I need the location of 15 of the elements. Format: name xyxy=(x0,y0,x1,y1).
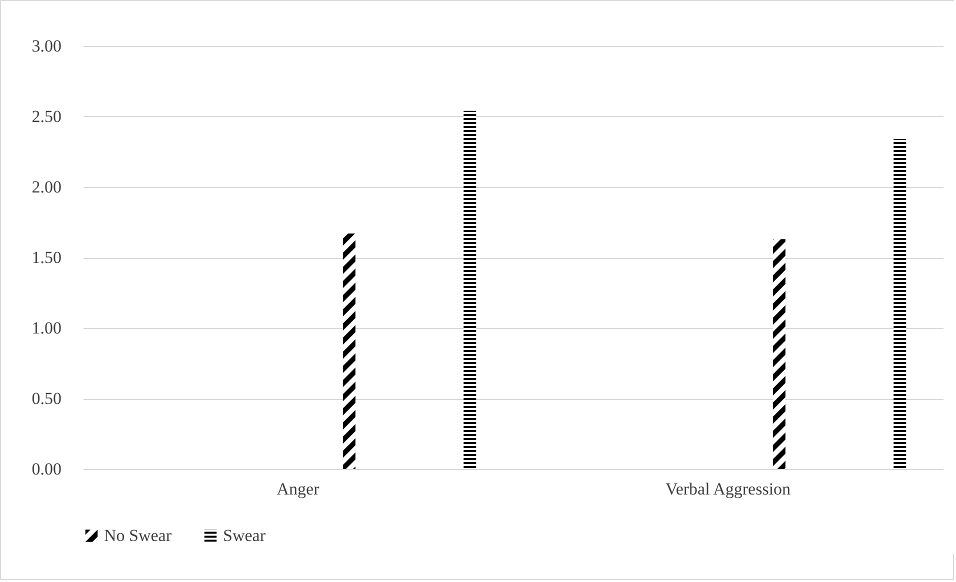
y-tick-label: 1.00 xyxy=(32,318,62,338)
y-tick-label: 1.50 xyxy=(32,248,62,267)
bar xyxy=(894,139,906,469)
y-tick-label: 0.50 xyxy=(32,389,62,408)
bar xyxy=(342,234,356,469)
legend-label: No Swear xyxy=(104,526,172,545)
y-tick-label: 2.50 xyxy=(32,107,62,126)
y-tick-label: 2.00 xyxy=(32,178,62,196)
y-tick-label: 0.00 xyxy=(32,460,62,478)
x-tick-label: Verbal Aggression xyxy=(665,480,792,498)
x-tick-label: Anger xyxy=(276,480,320,498)
bar xyxy=(772,239,786,469)
legend-label: Swear xyxy=(223,526,266,545)
bar xyxy=(464,110,476,469)
y-tick-label: 3.00 xyxy=(32,36,62,56)
